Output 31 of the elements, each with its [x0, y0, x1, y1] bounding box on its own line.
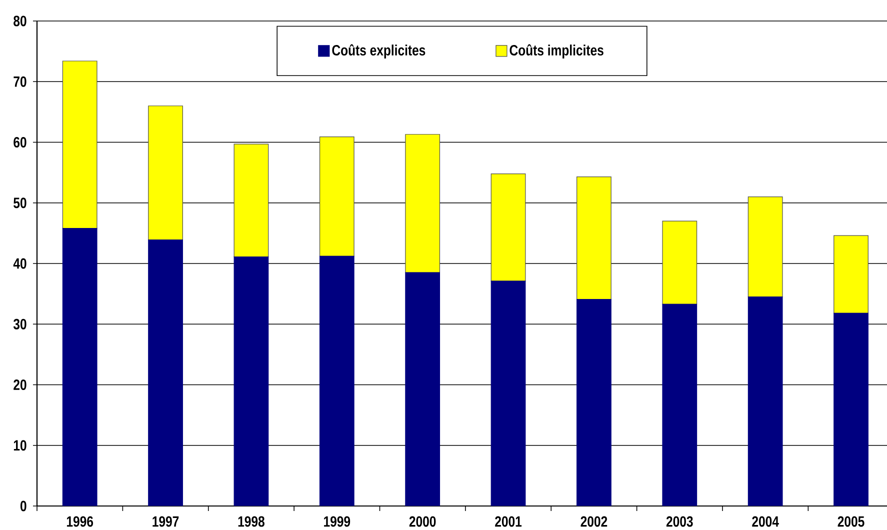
- x-tick-label: 1997: [152, 516, 179, 527]
- bar: [405, 134, 440, 273]
- legend-label: Coûts explicites: [332, 44, 426, 58]
- bar: [662, 220, 698, 304]
- x-tick-label: 2003: [666, 516, 693, 527]
- x-tick-label: 1999: [324, 516, 350, 527]
- x-tick-label: 1996: [66, 516, 94, 527]
- y-tick-label: 30: [13, 318, 26, 330]
- y-tick-label: 70: [14, 76, 26, 87]
- y-tick-label: 40: [13, 258, 26, 269]
- bar: [319, 136, 354, 257]
- x-tick-label: 2001: [495, 516, 522, 527]
- y-tick-label: 60: [14, 136, 26, 148]
- bar: [490, 173, 526, 282]
- y-tick-label: 80: [14, 16, 26, 26]
- y-tick-label: 50: [14, 198, 26, 208]
- y-tick-label: 10: [14, 440, 26, 451]
- x-tick-label: 2002: [580, 516, 608, 527]
- x-tick-label: 1998: [238, 516, 264, 527]
- x-tick-label: 2000: [409, 516, 436, 527]
- x-tick-label: 2004: [752, 516, 779, 527]
- bar: [148, 106, 183, 240]
- bar: [748, 196, 783, 298]
- bar: [234, 144, 269, 258]
- bar: [62, 60, 98, 229]
- y-tick-label: 0: [20, 500, 26, 512]
- bar: [576, 176, 612, 300]
- y-tick-label: 20: [14, 379, 26, 390]
- bar: [834, 235, 868, 314]
- x-tick-label: 2005: [838, 516, 864, 527]
- legend-label: Coûts implicites: [510, 44, 604, 58]
